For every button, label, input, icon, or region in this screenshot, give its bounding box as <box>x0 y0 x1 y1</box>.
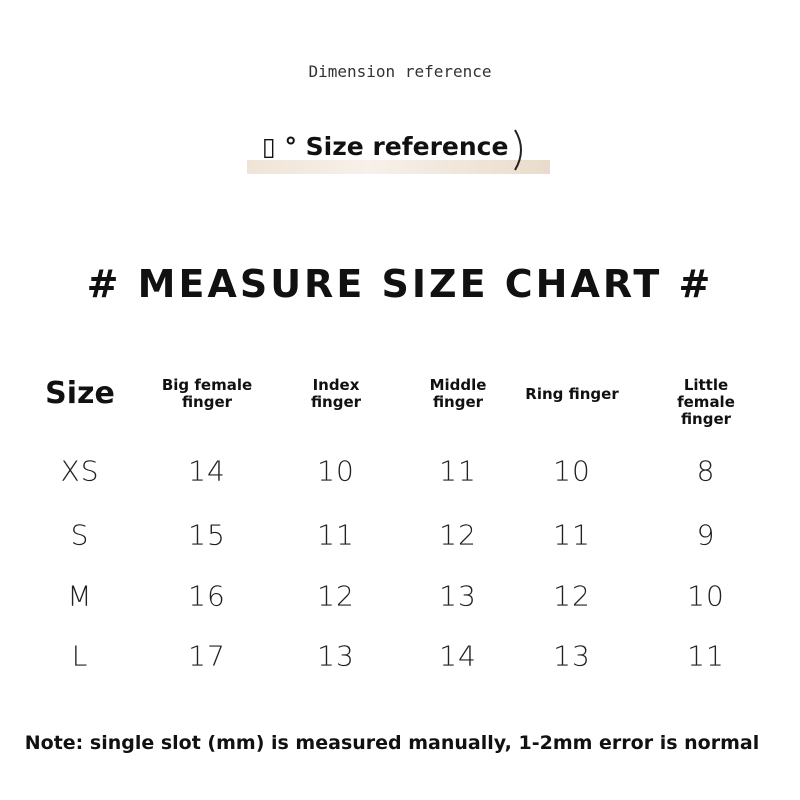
banner-title: ▯ ° Size reference <box>262 132 509 161</box>
table-cell: 16 <box>188 579 226 613</box>
table-cell: XS <box>60 454 100 488</box>
column-header: Ring finger <box>525 385 619 403</box>
table-cell: 10 <box>687 579 725 613</box>
table-cell: 9 <box>696 518 716 552</box>
note: Note: single slot (mm) is measured manua… <box>24 732 760 754</box>
banner-arc <box>514 129 522 171</box>
banner-bar <box>247 160 550 174</box>
table-cell: 10 <box>553 454 591 488</box>
column-header: Index finger <box>310 376 362 411</box>
column-header: Little female finger <box>677 376 735 428</box>
table-cell: S <box>70 518 90 552</box>
table-cell: 12 <box>553 579 591 613</box>
table-cell: 17 <box>188 639 226 673</box>
arc <box>514 129 522 171</box>
table-cell: 11 <box>553 518 591 552</box>
table-cell: 11 <box>439 454 477 488</box>
column-header: Size <box>45 376 115 411</box>
table-cell: 12 <box>317 579 355 613</box>
table-cell: 11 <box>687 639 725 673</box>
table-cell: 14 <box>439 639 477 673</box>
table-cell: 11 <box>317 518 355 552</box>
column-header: Middle finger <box>429 376 487 411</box>
chart-heading: # MEASURE SIZE CHART # <box>86 262 714 306</box>
table-cell: 13 <box>553 639 591 673</box>
table-cell: 13 <box>317 639 355 673</box>
table-cell: 13 <box>439 579 477 613</box>
table-cell: 15 <box>188 518 226 552</box>
dimension-title: Dimension reference <box>308 62 492 81</box>
table-cell: 12 <box>439 518 477 552</box>
table-cell: 8 <box>696 454 716 488</box>
column-header: Big female finger <box>161 376 253 411</box>
table-cell: 14 <box>188 454 226 488</box>
table-cell: 10 <box>317 454 355 488</box>
table-cell: M <box>67 579 93 613</box>
table-cell: L <box>71 639 89 673</box>
